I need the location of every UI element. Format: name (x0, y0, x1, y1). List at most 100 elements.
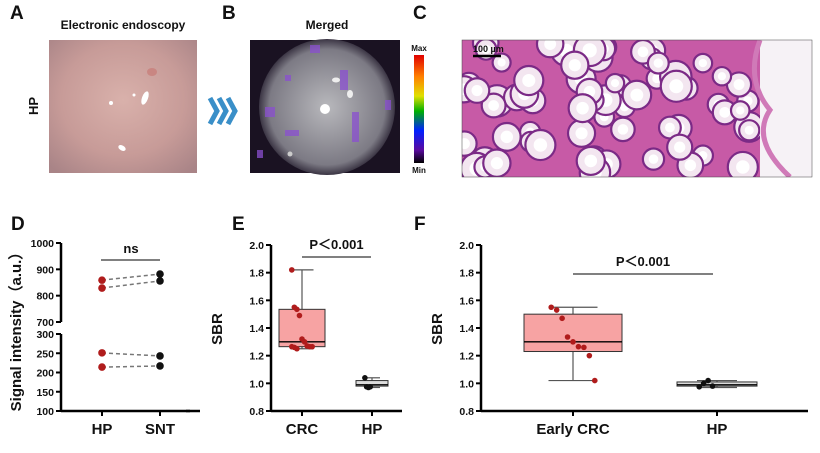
endoscopy-image (49, 40, 197, 173)
e-data-point (288, 267, 295, 273)
scale-bar-label: 100 µm (473, 44, 504, 54)
f-y-tick-label: 1.0 (459, 378, 474, 390)
f-data-point (705, 377, 711, 384)
crypt-lumen (500, 130, 514, 144)
histology-image (462, 40, 812, 177)
e-data-point (301, 339, 308, 345)
panel-label-a: A (10, 3, 24, 24)
crypt-lumen (744, 125, 754, 135)
crypt-lumen (736, 106, 745, 115)
panel-label-c: C (413, 3, 427, 24)
d-y-tick-label: 700 (36, 317, 54, 329)
panel-c: C 100 µm (413, 3, 813, 178)
e-data-point (309, 343, 316, 350)
row-label-hp: HP (26, 97, 41, 115)
f-y-tick-label: 0.8 (459, 406, 474, 418)
crypt-lumen (698, 58, 708, 68)
panel-b-title: Merged (306, 18, 349, 32)
crypt-lumen (669, 79, 684, 94)
f-data-point (559, 315, 565, 322)
f-box (676, 381, 758, 387)
e-data-point (367, 383, 374, 390)
e-data-point (296, 312, 303, 319)
crypt-lumen (533, 138, 548, 152)
d-point-snt (156, 362, 164, 370)
d-y-tick-label: 250 (36, 348, 54, 360)
f-data-point (570, 339, 576, 345)
f-y-axis-label: SBR (429, 313, 446, 345)
crypt-lumen (568, 59, 581, 72)
d-pair-line (101, 280, 161, 289)
f-data-point (591, 377, 598, 384)
colorbar-max-label: Max (411, 44, 427, 53)
d-y-tick-label: 800 (36, 291, 54, 303)
d-pair-line (101, 352, 161, 357)
d-y-tick-label: 200 (36, 368, 54, 380)
crypt-lumen (522, 74, 536, 88)
d-point-hp (98, 349, 106, 357)
d-x-category-label: HP (92, 421, 113, 438)
e-y-tick-label: 1.8 (249, 268, 264, 280)
f-data-point (548, 304, 555, 311)
crypt-lumen (481, 44, 491, 55)
d-pair-line (101, 273, 161, 281)
colorbar (414, 55, 424, 163)
crypt-lumen (490, 157, 504, 170)
f-data-point (700, 380, 707, 387)
crypt-lumen (719, 106, 731, 118)
f-y-tick-label: 2.0 (459, 240, 474, 252)
f-y-tick-label: 1.8 (459, 268, 474, 280)
d-pair-line (101, 365, 161, 368)
d-y-tick-label: 900 (36, 264, 54, 276)
e-significance-label: P＜0.001 (309, 237, 363, 252)
d-significance-label: ns (123, 241, 138, 256)
panel-label-e: E (232, 214, 245, 235)
crypt-lumen (630, 88, 644, 102)
crypt-lumen (648, 154, 659, 164)
f-data-point (586, 352, 593, 359)
crypt-lumen (576, 101, 589, 115)
crypt-lumen (653, 58, 663, 68)
f-y-tick-label: 1.4 (459, 323, 474, 335)
f-x-category-label: Early CRC (536, 421, 610, 438)
panel-label-f: F (414, 214, 426, 235)
crypt-lumen (684, 159, 697, 172)
chevron-arrow-icon (207, 96, 238, 126)
panel-a: A Electronic endoscopy HP (10, 3, 197, 173)
e-data-point (362, 375, 368, 381)
e-y-tick-label: 1.4 (249, 323, 264, 335)
d-point-hp (98, 284, 106, 292)
f-data-point (564, 334, 571, 340)
crypt-lumen (462, 138, 470, 150)
d-y-tick-label: 150 (36, 387, 54, 399)
e-y-axis-label: SBR (209, 313, 226, 345)
d-x-category-label: SNT (145, 421, 175, 438)
crypt-lumen (497, 58, 506, 67)
f-significance-label: P＜0.001 (616, 254, 670, 269)
e-y-tick-label: 1.0 (249, 378, 264, 390)
f-data-point (575, 343, 582, 350)
e-y-tick-label: 1.2 (249, 351, 264, 363)
e-x-category-label: CRC (286, 421, 319, 438)
d-y-axis-label: Signal intensity（a.u.） (7, 245, 25, 412)
f-data-point (553, 307, 560, 313)
d-point-snt (156, 352, 164, 360)
d-point-hp (98, 276, 106, 284)
crypt-lumen (674, 141, 686, 153)
crypt-lumen (610, 79, 620, 88)
e-y-tick-label: 0.8 (249, 406, 264, 418)
e-y-tick-label: 1.6 (249, 295, 264, 307)
d-y-tick-label: 300 (36, 329, 54, 341)
e-data-point (294, 306, 300, 313)
crypt-lumen (488, 100, 499, 111)
crypt-lumen (736, 160, 750, 174)
d-point-snt (156, 277, 164, 285)
d-y-tick-label: 1000 (31, 238, 55, 250)
f-data-point (709, 383, 716, 389)
e-y-tick-label: 2.0 (249, 240, 264, 252)
f-data-point (581, 344, 587, 351)
panel-b: B Merged Max Min (222, 3, 427, 175)
crypt-lumen (665, 122, 675, 133)
crypt-lumen (544, 40, 557, 50)
